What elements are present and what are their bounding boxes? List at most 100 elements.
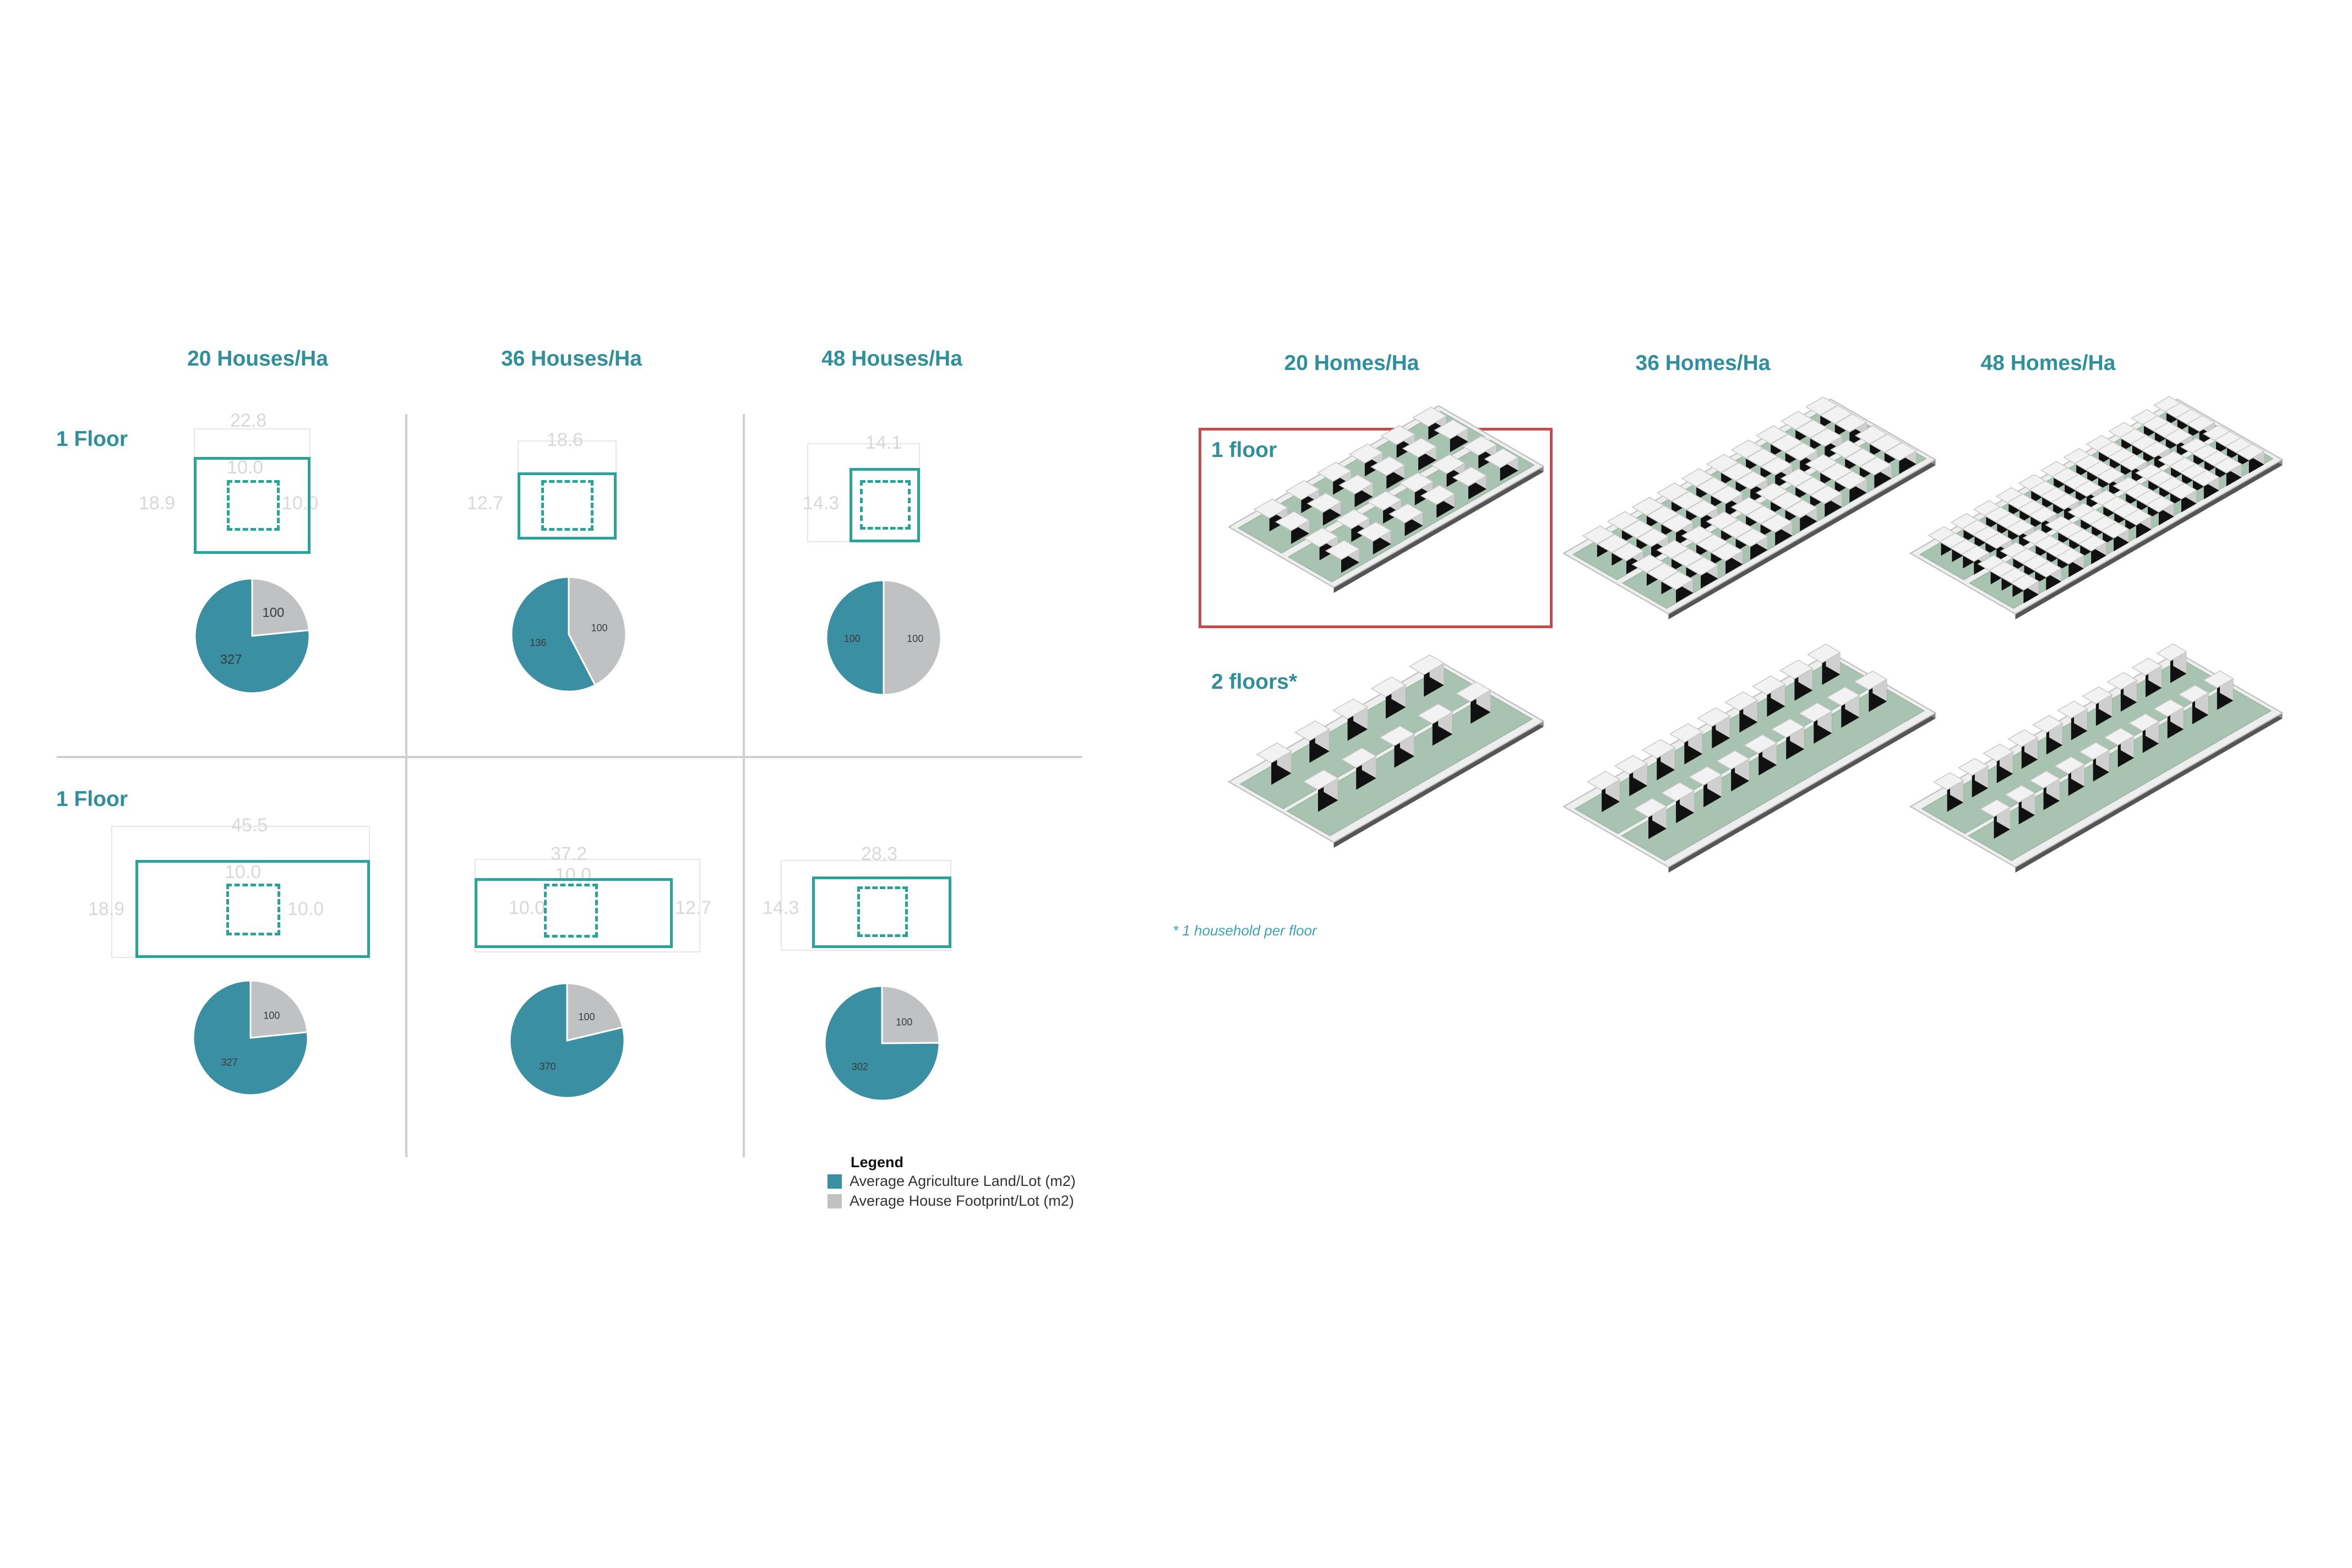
house-roof — [1370, 456, 1406, 476]
site-plan — [1562, 396, 1937, 619]
house-roof — [1859, 456, 1893, 476]
house-roof — [1760, 456, 1793, 476]
house-roof — [1735, 527, 1768, 547]
pie-chart: 100 302 — [824, 985, 940, 1102]
house-roof — [1614, 755, 1648, 775]
house-roof — [1348, 443, 1384, 464]
pie-slice-agri — [825, 579, 885, 696]
house-roof — [2123, 508, 2153, 526]
house-roof — [2054, 756, 2086, 775]
house-roof — [2095, 467, 2126, 484]
pie-label-agri: 100 — [844, 633, 861, 644]
house-roof — [2118, 454, 2148, 471]
house-footprint — [857, 886, 908, 937]
house-roof — [1338, 474, 1374, 495]
slab-edge — [1333, 721, 1544, 848]
house-roof — [1380, 425, 1416, 445]
homes-header-20: 20 Homes/Ha — [1284, 351, 1419, 375]
house-roof — [1809, 484, 1843, 504]
pie-label-agri: 302 — [852, 1061, 868, 1072]
pie-chart: 100 136 — [510, 576, 627, 693]
house-roof — [1957, 758, 1989, 776]
site-base — [1227, 660, 1545, 843]
house-roof — [2156, 643, 2187, 662]
homes-header-36: 36 Homes/Ha — [1635, 351, 1771, 375]
house-roof — [2004, 785, 2036, 803]
house-roof — [1335, 509, 1370, 530]
house-roof — [1366, 491, 1402, 511]
house-roof — [1316, 461, 1352, 482]
house-roof — [1751, 675, 1786, 695]
pie-label-house: 100 — [896, 1016, 912, 1027]
house-roof — [1285, 480, 1320, 500]
pie-slice-house — [568, 576, 627, 687]
house-roof — [1834, 413, 1868, 433]
house-roof — [1784, 499, 1818, 519]
house-roof — [1586, 771, 1621, 791]
lot-outline — [812, 876, 951, 948]
pie-slice-agri — [510, 576, 596, 693]
house-roof — [1357, 521, 1392, 542]
house-roof — [1696, 707, 1731, 727]
house-roof — [2007, 729, 2039, 748]
isometric-site-plans — [1227, 396, 2284, 873]
green-strip — [1968, 685, 2272, 861]
pie-slice-house — [249, 979, 309, 1039]
site-plan — [1562, 644, 1937, 873]
house-roof — [1633, 798, 1668, 818]
house-roof — [1303, 769, 1339, 791]
house-roof — [1420, 484, 1456, 505]
house-roof — [2006, 519, 2035, 536]
pie-label-agri: 370 — [540, 1061, 556, 1072]
grid-divider-2 — [743, 414, 745, 1157]
lot-outline — [135, 860, 370, 958]
house-roof — [1771, 718, 1805, 738]
house-roof — [2057, 700, 2088, 719]
house-roof — [1784, 442, 1818, 461]
house-roof — [1685, 556, 1719, 576]
row-label-1-floor: 1 floor — [1211, 438, 1277, 462]
house-roof — [1275, 511, 1310, 531]
pie-slice-house — [883, 579, 942, 696]
pie-chart: 100 327 — [192, 979, 309, 1096]
homes-header-48: 48 Homes/Ha — [1980, 351, 2116, 375]
pie-label-house: 100 — [591, 622, 608, 633]
row-header-bottom: 1 Floor — [56, 787, 128, 811]
site-plan — [1227, 405, 1545, 593]
house-roof — [1710, 484, 1744, 504]
house-footprint — [544, 884, 598, 938]
house-roof — [2153, 699, 2185, 717]
house-footprint — [541, 480, 594, 531]
row-header-top: 1 Floor — [56, 427, 128, 451]
house-roof — [2190, 469, 2220, 487]
house-footprint — [860, 480, 911, 530]
house-roof — [2051, 493, 2081, 510]
house-roof — [1256, 742, 1292, 764]
house-roof — [2078, 535, 2108, 552]
house-roof — [2163, 428, 2193, 445]
grid-divider-h — [57, 756, 1082, 758]
legend-item-house: Average House Footprint/Lot (m2) — [827, 1193, 1074, 1210]
pie-label-house: 100 — [907, 633, 923, 644]
lot-outline — [850, 468, 920, 542]
house-roof — [1983, 743, 2014, 762]
house-roof — [1688, 766, 1723, 786]
house-roof — [1660, 782, 1695, 802]
house-roof — [2213, 456, 2243, 474]
house-roof — [1332, 698, 1369, 720]
house-roof — [2103, 727, 2135, 746]
house-roof — [1430, 454, 1466, 475]
house-roof — [1798, 702, 1833, 722]
pie-slice-house — [881, 985, 940, 1044]
house-roof — [1983, 532, 2013, 549]
pie-charts: 100 327 100 136 100 100 100 327 100 370 100 302 — [192, 576, 942, 1102]
house-roof — [1660, 570, 1694, 590]
house-roof — [1253, 498, 1289, 519]
house-roof — [1979, 799, 2011, 818]
house-roof — [1417, 703, 1453, 725]
col-header-48: 48 Houses/Ha — [821, 347, 962, 371]
house-roof — [1853, 671, 1888, 690]
house-roof — [1809, 427, 1843, 447]
house-roof — [2128, 713, 2160, 732]
house-roof — [1452, 466, 1488, 487]
